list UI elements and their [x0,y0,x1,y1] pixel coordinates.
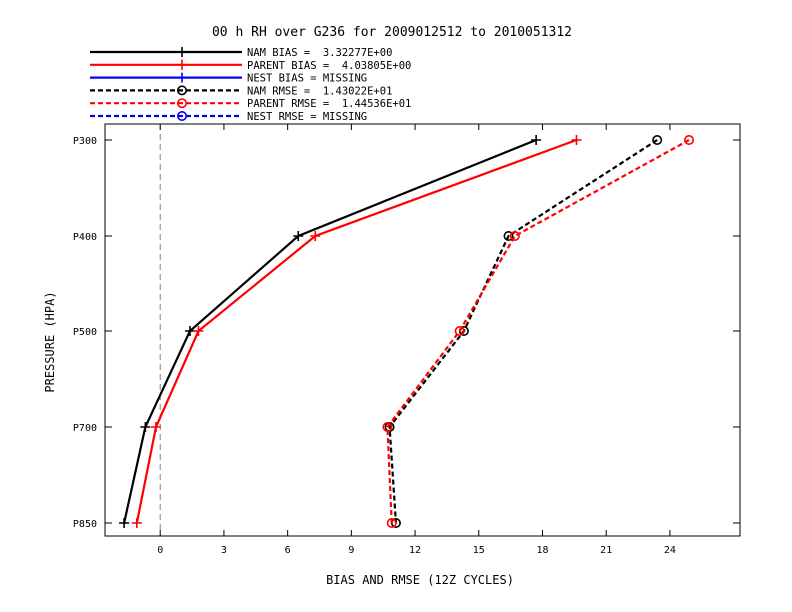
circle-marker [454,325,465,336]
series-parent-rmse [382,135,695,528]
plus-marker [177,59,187,70]
x-axis-label: BIAS AND RMSE (12Z CYCLES) [326,573,514,587]
plus-marker [131,518,142,528]
legend-item-nest-bias: NEST BIAS = MISSING [90,73,367,85]
x-tick-label: 0 [157,545,163,556]
x-tick-label: 24 [664,545,676,556]
legend-item-nam-rmse: NAM RMSE = 1.43022E+01 [90,85,392,97]
x-tick-label: 9 [348,545,354,556]
circle-marker [177,98,188,109]
circle-marker [509,231,520,242]
plus-marker [177,47,187,57]
legend-label: NEST BIAS = MISSING [247,73,367,85]
y-tick-label: P500 [73,327,97,338]
x-axis: 0 3 6 9 12 15 18 21 24 [157,124,676,556]
x-tick-label: 12 [409,545,421,556]
circle-marker [652,135,663,146]
y-tick-label: P850 [73,519,97,530]
y-tick-label: P700 [73,423,97,434]
legend-label: NAM BIAS = 3.32277E+00 [247,47,392,59]
series-line-parent-rmse [386,139,690,524]
circle-marker [386,517,397,528]
series-line-nam-rmse [388,139,658,524]
plus-marker [531,135,542,145]
circle-marker [684,135,695,146]
x-tick-label: 6 [285,545,291,556]
plus-marker [193,326,204,336]
y-axis-label: PRESSURE (HPA) [43,291,57,392]
plus-marker [119,518,130,528]
plus-marker [140,422,151,432]
legend-label: PARENT BIAS = 4.03805E+00 [247,60,411,72]
legend-label: NEST RMSE = MISSING [247,111,367,123]
legend-label: PARENT RMSE = 1.44536E+01 [247,98,411,110]
plus-marker [184,326,195,336]
y-tick-label: P300 [73,136,97,147]
legend-item-nest-rmse: NEST RMSE = MISSING [90,111,367,123]
y-tick-label: P400 [73,232,97,243]
legend-item-nam-bias: NAM BIAS = 3.32277E+00 [90,47,392,59]
chart-title: 00 h RH over G236 for 2009012512 to 2010… [212,25,572,40]
y-axis: P300 P400 P500 P700 P850 [73,136,740,530]
x-tick-label: 3 [221,545,227,556]
legend-item-parent-rmse: PARENT RMSE = 1.44536E+01 [90,98,411,110]
x-tick-label: 18 [536,545,548,556]
plus-marker [293,231,304,241]
plus-marker [150,422,161,432]
circle-marker [390,517,401,528]
series-layer [119,135,695,528]
x-tick-label: 21 [600,545,612,556]
plus-marker [310,231,321,241]
circle-marker [177,85,188,96]
plus-marker [571,135,582,145]
series-nam-bias [119,135,542,528]
legend-item-parent-bias: PARENT BIAS = 4.03805E+00 [90,59,411,72]
plus-marker [177,72,187,83]
series-parent-bias [131,135,582,528]
legend-label: NAM RMSE = 1.43022E+01 [247,85,392,97]
x-tick-label: 15 [473,545,485,556]
plot-frame [104,123,741,537]
circle-marker [503,231,514,242]
circle-marker [382,421,393,432]
circle-marker [177,111,188,122]
